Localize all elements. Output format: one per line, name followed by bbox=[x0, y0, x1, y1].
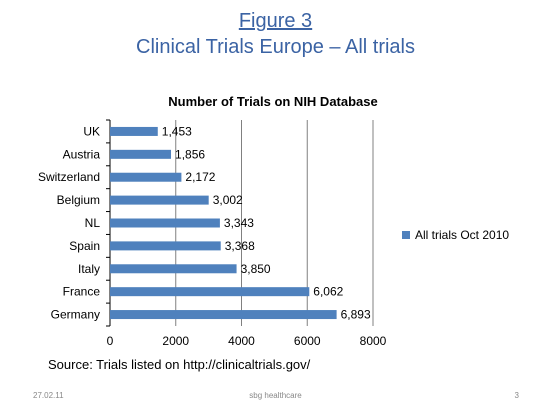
slide-title: Clinical Trials Europe – All trials bbox=[136, 36, 415, 58]
bar-germany bbox=[110, 310, 337, 320]
category-label: UK bbox=[83, 124, 100, 138]
bar-austria bbox=[110, 149, 172, 159]
category-label: Italy bbox=[78, 262, 100, 276]
category-label: Spain bbox=[69, 239, 100, 253]
x-tick-label: 4000 bbox=[228, 334, 255, 348]
x-tick-label: 0 bbox=[107, 334, 114, 348]
x-tick-label: 6000 bbox=[294, 334, 321, 348]
category-label: France bbox=[63, 285, 101, 299]
data-label: 3,343 bbox=[224, 216, 254, 230]
category-label: NL bbox=[85, 216, 101, 230]
figure-number: Figure 3 bbox=[238, 10, 313, 32]
bar-belgium bbox=[110, 195, 209, 205]
bar-spain bbox=[110, 241, 221, 251]
legend-label: All trials Oct 2010 bbox=[415, 228, 509, 242]
bar-italy bbox=[110, 264, 237, 274]
category-label: Germany bbox=[51, 308, 100, 322]
chart-title: Number of Trials on NIH Database bbox=[168, 94, 378, 109]
data-label: 3,368 bbox=[225, 239, 255, 253]
x-tick-label: 2000 bbox=[162, 334, 189, 348]
data-label: 3,850 bbox=[241, 262, 271, 276]
data-label: 3,002 bbox=[213, 193, 243, 207]
category-label: Austria bbox=[63, 147, 101, 161]
footer-page-number: 3 bbox=[514, 391, 519, 400]
data-label: 2,172 bbox=[185, 170, 215, 184]
bar-uk bbox=[110, 126, 158, 136]
data-label: 1,856 bbox=[175, 147, 205, 161]
data-label: 6,893 bbox=[341, 308, 371, 322]
bar-nl bbox=[110, 218, 220, 228]
data-label: 1,453 bbox=[162, 124, 192, 138]
legend: All trials Oct 2010 bbox=[402, 228, 509, 242]
footer-organization: sbg healthcare bbox=[249, 391, 302, 400]
category-label: Switzerland bbox=[38, 170, 100, 184]
category-label: Belgium bbox=[57, 193, 100, 207]
source-note: Source: Trials listed on http://clinical… bbox=[48, 357, 311, 372]
bar-france bbox=[110, 287, 310, 297]
x-tick-label: 8000 bbox=[360, 334, 387, 348]
footer-date: 27.02.11 bbox=[33, 391, 64, 400]
bar-switzerland bbox=[110, 172, 182, 182]
data-label: 6,062 bbox=[313, 285, 343, 299]
legend-swatch bbox=[402, 231, 410, 239]
